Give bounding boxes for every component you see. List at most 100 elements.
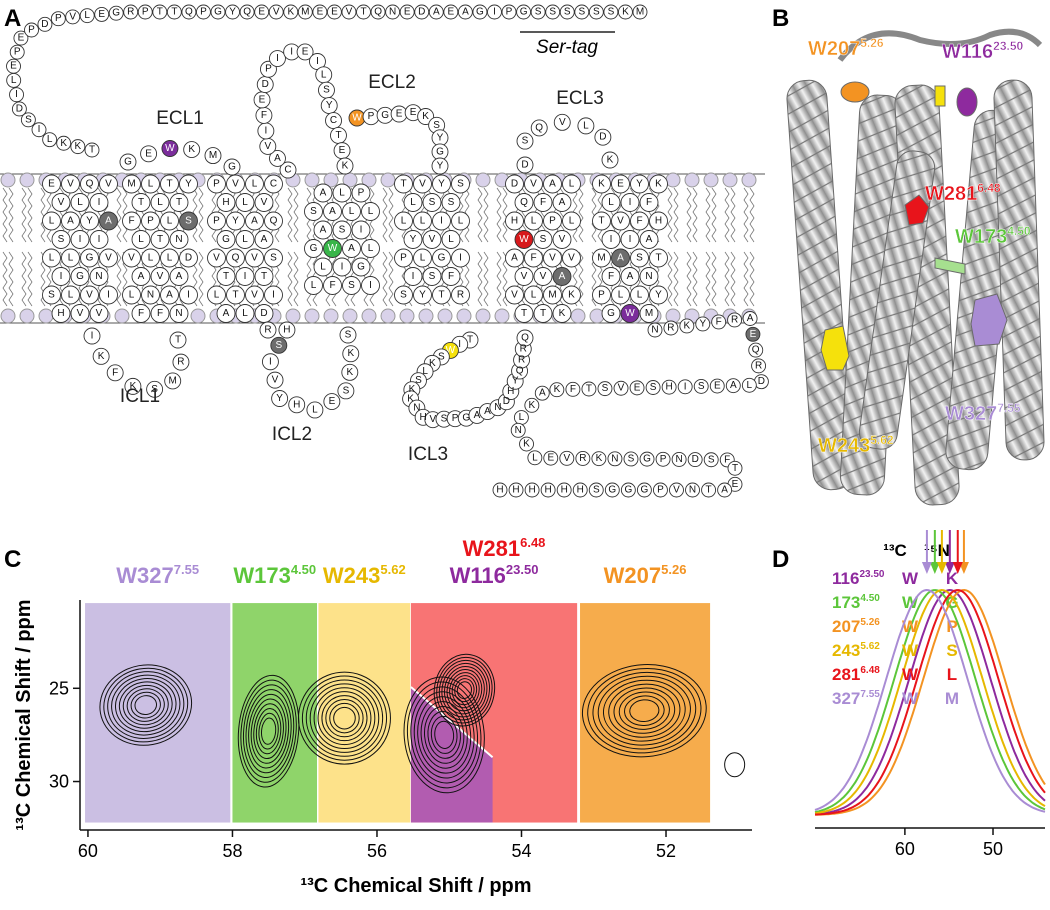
residue xyxy=(432,174,451,194)
label-name: W243 xyxy=(818,435,870,457)
lipid-head xyxy=(304,172,320,188)
residue xyxy=(630,174,649,194)
residue xyxy=(652,482,668,498)
panel-label: A xyxy=(4,5,21,32)
residue-label: S xyxy=(275,340,282,351)
lipid-tail xyxy=(743,187,749,243)
residue xyxy=(216,230,236,249)
residue xyxy=(623,451,639,467)
x-tick-label: 52 xyxy=(656,841,676,861)
residue xyxy=(6,58,21,74)
residue xyxy=(235,193,255,212)
residue xyxy=(581,381,597,397)
residue xyxy=(745,326,761,342)
contour xyxy=(581,664,707,758)
residue xyxy=(687,452,703,468)
residue xyxy=(620,193,640,212)
contour xyxy=(248,693,290,769)
label-sup: 5.26 xyxy=(860,36,884,50)
residue xyxy=(80,174,99,194)
legend-sup: 5.26 xyxy=(860,617,880,628)
lipid-tail xyxy=(2,251,8,307)
residue xyxy=(304,239,323,258)
residue xyxy=(472,4,488,20)
residue xyxy=(332,220,352,240)
label-name: W207 xyxy=(604,563,661,588)
residue xyxy=(351,220,371,240)
contour xyxy=(301,675,388,761)
residue xyxy=(530,4,546,20)
peak-arrow-head xyxy=(929,562,940,574)
residue xyxy=(562,248,581,268)
residue xyxy=(492,482,508,498)
residue xyxy=(89,304,109,323)
lipid-tail xyxy=(27,251,33,307)
lipid-tail xyxy=(8,187,14,243)
contour xyxy=(597,675,691,746)
lipid-head xyxy=(19,308,35,324)
residue xyxy=(150,193,170,212)
legend-sup: 5.62 xyxy=(860,641,880,652)
residue xyxy=(51,304,71,323)
legend-name: 243 xyxy=(832,641,860,660)
legend-sup: 7.55 xyxy=(860,689,880,700)
residue xyxy=(677,379,693,395)
residue xyxy=(417,108,435,125)
residue xyxy=(451,248,470,268)
residue xyxy=(592,248,611,268)
residue xyxy=(61,174,80,194)
residue xyxy=(591,451,607,467)
residue xyxy=(524,174,543,194)
label-name: W243 xyxy=(323,563,380,588)
residue xyxy=(179,211,198,231)
residue xyxy=(42,211,61,231)
lipid-head xyxy=(361,308,377,324)
residue xyxy=(620,304,640,323)
residue xyxy=(9,44,25,60)
label: W3277.55 xyxy=(945,401,1021,425)
contour xyxy=(724,752,746,778)
residue xyxy=(341,363,359,381)
residue xyxy=(661,379,677,395)
residue-label: TLT xyxy=(138,197,182,208)
residue xyxy=(413,285,432,305)
residue xyxy=(131,193,151,212)
residue xyxy=(695,316,711,332)
lipid-head xyxy=(380,308,396,324)
residue xyxy=(323,393,341,411)
residue xyxy=(505,174,524,194)
residue xyxy=(146,380,164,398)
contour xyxy=(602,679,686,742)
residue xyxy=(639,230,659,249)
residue xyxy=(611,174,630,194)
lipid-tail xyxy=(686,251,692,307)
residue xyxy=(141,211,160,231)
residue-label: TTK xyxy=(521,308,566,319)
residue xyxy=(108,5,124,21)
contour xyxy=(438,659,490,721)
residue xyxy=(565,381,581,397)
label-sup: 23.50 xyxy=(506,562,539,577)
residue-label: FFN xyxy=(138,308,183,319)
lipid-tail xyxy=(293,251,299,307)
residue xyxy=(403,267,423,286)
residue xyxy=(160,174,179,194)
residue xyxy=(632,4,648,20)
lipid-head xyxy=(361,172,377,188)
residue xyxy=(592,174,611,194)
residue xyxy=(313,220,333,240)
residue xyxy=(141,285,160,305)
residue xyxy=(83,327,101,345)
contour xyxy=(443,666,485,715)
residue xyxy=(141,248,160,268)
residue xyxy=(152,4,168,20)
contour xyxy=(629,699,660,723)
label-sup: 23.50 xyxy=(993,39,1023,53)
residue xyxy=(254,193,274,212)
residue-label: W xyxy=(352,113,362,124)
residue xyxy=(254,230,274,249)
residue xyxy=(601,151,619,169)
residue xyxy=(181,4,197,20)
label: W2816.48 xyxy=(925,181,1001,205)
lipid-tail xyxy=(673,251,679,307)
